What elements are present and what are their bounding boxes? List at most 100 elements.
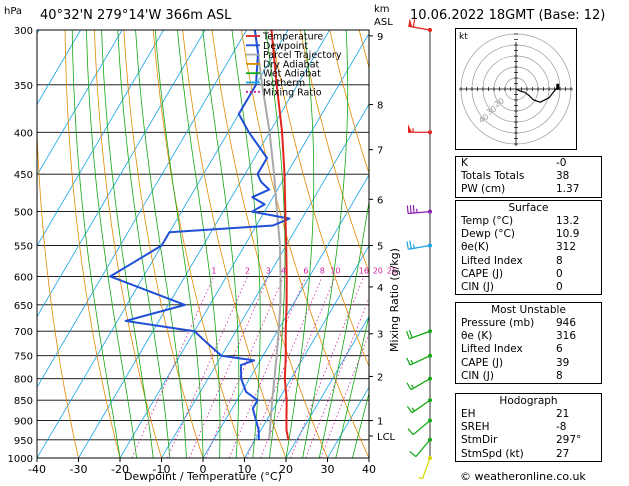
wind-barb-750	[406, 353, 432, 366]
panel-title: Most Unstable	[491, 304, 566, 316]
mixing-ratio-label-25: 25	[387, 266, 397, 275]
panel-row: Dewp (°C) 10.9	[456, 228, 601, 241]
km-tick-LCL: LCL	[377, 432, 396, 443]
row-value: 297°	[556, 434, 582, 447]
row-label: SREH	[461, 421, 490, 434]
km-tick-1: 1	[377, 417, 383, 428]
dry-adiabat-0	[123, 30, 204, 458]
profile-traces	[109, 30, 291, 440]
wind-barb-base-850	[428, 398, 432, 403]
row-value: 38	[556, 170, 570, 183]
legend-label-5: Isotherm	[263, 78, 305, 89]
wind-barb-550	[406, 240, 432, 250]
mixing-ratio-line-3	[189, 276, 269, 458]
panel-row: PW (cm) 1.37	[456, 183, 601, 196]
x-tick-10: 10	[238, 463, 252, 476]
dry-adiabat-50	[270, 30, 369, 368]
panel-row: Temp (°C) 13.2	[456, 215, 601, 228]
row-label: CIN (J)	[461, 280, 494, 293]
wind-barb-staff-750	[409, 355, 431, 366]
wind-barb-feather-900	[407, 428, 414, 436]
panel-row: Lifted Index 6	[456, 343, 601, 356]
mixing-ratio-label-1: 1	[211, 266, 216, 275]
background-lines	[37, 30, 369, 458]
wind-barb-feather-750	[410, 359, 414, 365]
wet-adiabat--12	[101, 30, 154, 458]
km-tick-5: 5	[377, 241, 383, 252]
km-tick-7: 7	[377, 146, 383, 157]
pressure-axis-label: hPa	[4, 6, 22, 17]
wind-barb-base-500	[428, 209, 432, 214]
dry-adiabat-60	[299, 30, 369, 274]
panel-row: K -0	[456, 157, 601, 170]
wind-barb-feather-750	[406, 357, 411, 366]
isotherm--80	[37, 30, 123, 176]
row-label: K	[461, 157, 468, 169]
pressure-tick-500: 500	[14, 208, 33, 219]
row-value: 0	[556, 280, 563, 293]
x-tick-40: 40	[362, 463, 376, 476]
panel-row: CAPE (J) 39	[456, 357, 601, 370]
surface-panel: Surface Temp (°C) 13.2 Dewp (°C) 10.9 θe(K) 31…	[455, 200, 602, 296]
row-value: 8	[556, 254, 563, 267]
row-value: 13.2	[556, 215, 580, 227]
wind-barb-1000	[418, 456, 432, 480]
dry-adiabat-30	[211, 30, 328, 458]
wind-barbs	[406, 18, 432, 480]
wind-barb-base-300	[428, 28, 432, 32]
wind-barb-staff-950	[415, 439, 431, 458]
wind-barb-950	[409, 437, 432, 458]
pressure-tick-950: 950	[14, 436, 33, 447]
km-tick-6: 6	[377, 195, 383, 206]
panel-row: CIN (J) 0	[456, 281, 601, 294]
wet-adiabat-0	[154, 30, 204, 458]
row-value: 39	[556, 356, 570, 369]
pressure-tick-350: 350	[14, 81, 33, 92]
indices-panel: K -0 Totals Totals 38 PW (cm) 1.37	[455, 156, 602, 198]
mixing-ratio-label-2: 2	[245, 266, 250, 275]
pressure-tick-550: 550	[14, 241, 33, 252]
dry-adiabat-10	[152, 30, 245, 458]
row-label: θe (K)	[461, 330, 493, 343]
wet-adiabat-12	[231, 30, 261, 458]
row-label: PW (cm)	[461, 183, 506, 196]
wet-adiabat--20	[71, 30, 121, 458]
row-value: 27	[556, 447, 570, 460]
panel-row: SREH -8	[456, 421, 601, 434]
pressure-tick-600: 600	[14, 272, 33, 283]
wind-barb-base-550	[428, 243, 432, 248]
pressure-tick-1000: 1000	[8, 454, 33, 465]
x-tick--40: -40	[28, 463, 46, 476]
wet-adiabat-28	[318, 199, 369, 458]
wind-barb-feather-300	[412, 19, 416, 28]
wind-barb-feather-500	[412, 204, 415, 214]
wet-adiabat-32	[335, 314, 369, 458]
pressure-tick-300: 300	[14, 26, 33, 37]
hodograph-units: kt	[459, 32, 468, 42]
wet-adiabat--4	[135, 30, 187, 458]
row-value: 21	[556, 408, 570, 420]
hodograph-line	[515, 86, 559, 103]
hodograph-trace	[515, 83, 560, 103]
wind-barb-staff-300	[408, 25, 431, 31]
hodograph-stats-panel: Hodograph EH 21 SREH -8 StmDir 297° StmSpd (kt)…	[455, 393, 602, 462]
datetime-header: 10.06.2022 18GMT (Base: 12)	[410, 8, 605, 23]
wet-adiabat--8	[117, 30, 171, 458]
panel-row: θe(K) 312	[456, 241, 601, 254]
row-value: 312	[556, 241, 577, 254]
dry-adiabat--30	[37, 120, 79, 458]
panel-row: CIN (J) 8	[456, 370, 601, 383]
wind-barb-feather-700	[406, 331, 410, 339]
wind-barb-850	[406, 398, 432, 414]
wind-barb-feather-550	[412, 244, 415, 249]
panel-row: θe (K) 316	[456, 330, 601, 343]
row-value: 946	[556, 317, 577, 329]
pressure-tick-650: 650	[14, 301, 33, 312]
axes: 1 2 3 4 6 8 10 16 20 2530035040045050055060065070…	[8, 26, 431, 476]
mixing-ratio-label-3: 3	[266, 266, 271, 275]
row-label: Lifted Index	[461, 254, 523, 267]
legend-label-3: Dry Adiabat	[263, 59, 320, 70]
isotherm--30	[78, 30, 330, 458]
